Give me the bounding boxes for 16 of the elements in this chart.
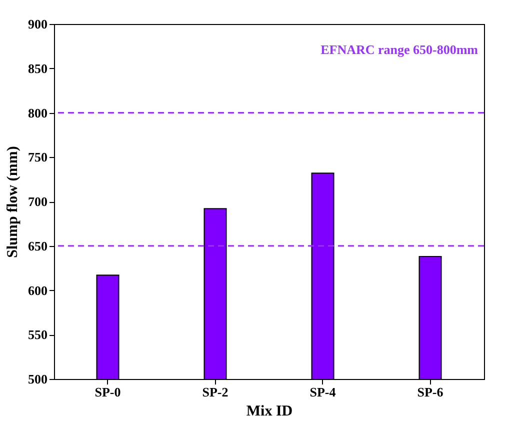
x-tick-label: SP-4	[310, 384, 336, 400]
y-tick-label: 700	[28, 194, 48, 209]
y-tick-label: 900	[28, 16, 48, 32]
x-tick-label: SP-6	[417, 384, 444, 400]
y-tick-label: 550	[28, 327, 48, 342]
x-tick-label: SP-0	[94, 384, 121, 400]
y-tick-label: 650	[28, 238, 48, 254]
y-tick-label: 500	[28, 372, 48, 386]
y-tick-label: 800	[28, 105, 48, 120]
y-axis-title: Slump flow (mm)	[5, 146, 21, 258]
y-tick-label: 750	[28, 150, 48, 165]
x-axis-title: Mix ID	[246, 404, 293, 420]
y-tick-label: 850	[28, 60, 48, 76]
x-tick-label: SP-2	[202, 384, 228, 400]
annotation: EFNARC range 650-800mm	[320, 42, 478, 57]
y-tick-label: 600	[28, 282, 48, 298]
